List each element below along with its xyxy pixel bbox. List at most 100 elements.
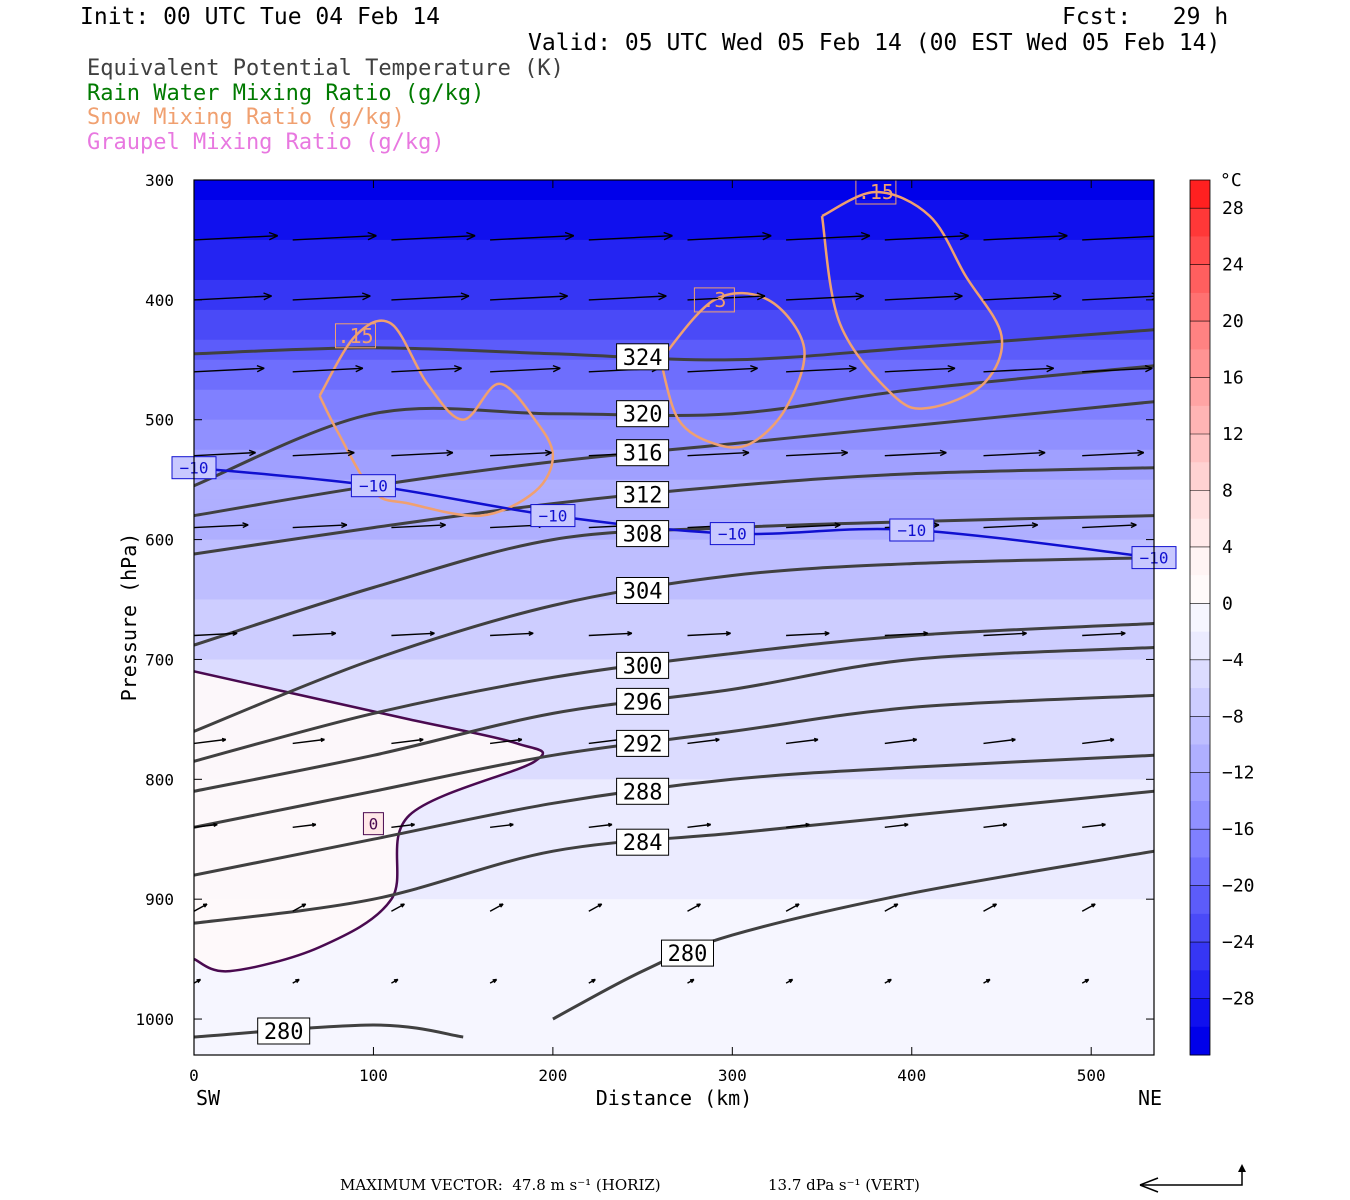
isotherm-label-box (530, 504, 576, 528)
colorbar-bin (1190, 575, 1210, 604)
wind-arrowhead (848, 364, 857, 373)
temp-band (194, 849, 1154, 860)
wind-arrow (194, 295, 272, 301)
temp-band (194, 439, 1154, 451)
theta-e-label: 312 (623, 484, 663, 509)
wind-arrow (194, 367, 265, 373)
wind-arrowhead (1038, 449, 1046, 457)
wind-arrowhead (933, 522, 940, 529)
wind-arrow (884, 738, 917, 745)
wind-arrow (391, 823, 415, 828)
colorbar-bin (1190, 857, 1210, 887)
wind-arrowhead (959, 231, 969, 241)
wind-arrowhead (367, 231, 377, 241)
temp-band (194, 599, 1154, 611)
temp-band (194, 519, 1154, 531)
wind-arrowhead (1052, 292, 1062, 301)
wind-arrow (194, 235, 278, 241)
wind-arrowhead (400, 903, 405, 908)
temp-band (194, 329, 1154, 341)
colorbar-tick-label: 16 (1222, 368, 1244, 389)
temp-band (194, 369, 1154, 381)
theta-e-label: 308 (623, 523, 663, 548)
wind-arrowhead (446, 449, 454, 457)
axes: 0 100 200 300 400 500 300 400 500 600 700 800 900 100… (135, 171, 1154, 1085)
isotherm-label-box (889, 518, 935, 542)
wind-arrow (194, 524, 249, 529)
contour-labels: 324 320 316 312 308 304 300 296 292 288 284 280 280.… (171, 179, 1177, 1045)
wind-arrowhead (256, 364, 265, 373)
theta-e-label-box (616, 777, 670, 805)
temp-band (194, 339, 1154, 351)
colorbar-bin (1190, 462, 1210, 491)
temp-band (194, 619, 1154, 631)
temp-band (194, 309, 1154, 321)
theta-e-contour (194, 1023, 464, 1039)
wind-arrow (489, 903, 504, 912)
temp-band (194, 1009, 1154, 1020)
wind-arrow (588, 235, 673, 241)
wind-arrowhead (232, 631, 238, 637)
temp-band (194, 559, 1154, 571)
colorbar-tick-label: −4 (1222, 650, 1244, 671)
wind-arrow (884, 235, 969, 241)
temp-band (194, 429, 1154, 441)
colorbar-bin (1190, 349, 1210, 379)
wind-arrow (588, 632, 632, 637)
colorbar-bin (1190, 518, 1210, 548)
colorbar-tick-label: 4 (1222, 537, 1233, 558)
temp-band (194, 509, 1154, 521)
x-tick-label: 400 (897, 1066, 926, 1085)
wind-arrow (194, 451, 256, 457)
colorbar: 28 24 20 16 12 8 4 0 −4 −8 −12 −16 −20 −24 −28 °C (1189, 170, 1255, 1056)
temp-band (194, 539, 1154, 551)
temp-band (194, 579, 1154, 591)
wind-arrow (983, 524, 1038, 529)
wind-arrow (490, 295, 568, 301)
colorbar-bin (1190, 800, 1210, 830)
x-tick-label: 200 (538, 1066, 567, 1085)
max-vector-horiz: MAXIMUM VECTOR: 47.8 m s⁻¹ (HORIZ) (340, 1176, 661, 1194)
wind-arrow (292, 738, 325, 745)
isotherm-label: −10 (718, 525, 747, 544)
wind-arrow (490, 632, 534, 637)
wind-arrow (786, 524, 841, 529)
wind-arrowhead (985, 978, 991, 984)
wind-arrow (983, 903, 997, 912)
colorbar-bin (1190, 321, 1210, 350)
wind-arrow (194, 823, 218, 828)
y-tick-label: 300 (145, 171, 174, 190)
wind-arrowhead (1130, 522, 1137, 529)
temp-band (194, 399, 1154, 411)
wind-arrow (391, 235, 476, 241)
wind-arrow (1081, 903, 1096, 912)
colorbar-tick-label: 28 (1222, 198, 1244, 219)
colorbar-tick-label: 0 (1222, 593, 1233, 614)
wind-arrowhead (509, 822, 514, 828)
wind-arrowhead (742, 449, 750, 457)
wind-arrow (292, 295, 371, 301)
temp-band (194, 809, 1154, 820)
wind-arrow (983, 235, 1068, 241)
isotherm-label: −10 (897, 521, 926, 540)
theta-e-label: 324 (623, 346, 663, 371)
wind-arrowhead (1011, 737, 1016, 743)
init-time: Init: 00 UTC Tue 04 Feb 14 (80, 4, 441, 30)
zero-label-box (362, 812, 384, 836)
wind-arrowhead (750, 364, 758, 373)
wind-arrow (884, 367, 956, 373)
max-vector-vert: 13.7 dPa s⁻¹ (VERT) (768, 1176, 920, 1194)
theta-e-label: 304 (623, 580, 663, 605)
temp-band (194, 499, 1154, 511)
temp-band (194, 229, 1154, 241)
theta-e-label-box (616, 687, 670, 715)
theta-e-label-box (616, 828, 670, 856)
wind-arrow (786, 823, 810, 828)
colorbar-unit: °C (1220, 170, 1242, 191)
wind-arrowhead (213, 822, 218, 828)
temp-band (194, 180, 1154, 191)
colorbar-bin (1190, 688, 1210, 717)
wind-arrowhead (992, 903, 998, 908)
wind-arrowhead (263, 292, 272, 301)
